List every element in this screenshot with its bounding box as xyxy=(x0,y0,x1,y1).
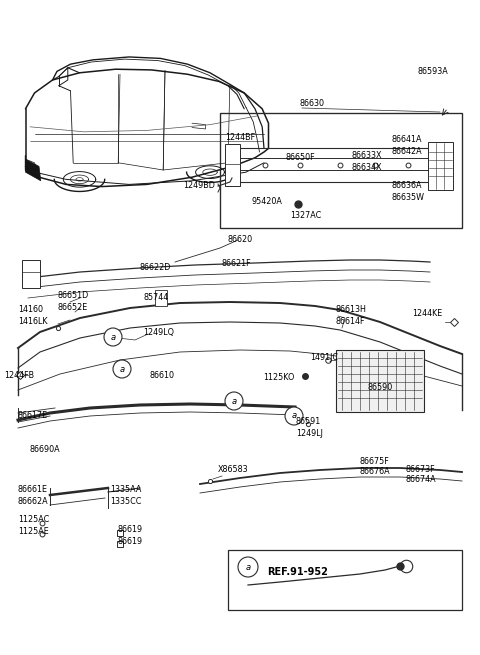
Text: 1327AC: 1327AC xyxy=(290,212,321,221)
Circle shape xyxy=(238,557,258,577)
Text: 86636A: 86636A xyxy=(392,181,422,191)
Text: 1416LK: 1416LK xyxy=(18,316,48,326)
Text: 86674A: 86674A xyxy=(406,476,437,485)
Text: 86591: 86591 xyxy=(296,417,321,426)
Bar xyxy=(22,260,40,288)
Text: 86622D: 86622D xyxy=(140,263,171,272)
Text: 1244FB: 1244FB xyxy=(4,371,34,379)
Text: 85744: 85744 xyxy=(143,293,168,303)
Text: 1335CC: 1335CC xyxy=(110,496,142,506)
Bar xyxy=(220,113,462,228)
Text: 86593A: 86593A xyxy=(418,67,449,77)
Text: a: a xyxy=(245,563,251,572)
Circle shape xyxy=(225,392,243,410)
Text: 86661E: 86661E xyxy=(18,485,48,495)
Text: a: a xyxy=(291,411,297,421)
Text: 86690A: 86690A xyxy=(30,445,60,453)
Text: 1249BD: 1249BD xyxy=(183,181,215,191)
Text: 86614F: 86614F xyxy=(335,316,364,326)
Text: 1491JC: 1491JC xyxy=(310,354,338,362)
Text: 86652E: 86652E xyxy=(58,303,88,312)
Text: a: a xyxy=(120,364,125,373)
Circle shape xyxy=(113,360,131,378)
Bar xyxy=(155,290,167,306)
Text: 86613H: 86613H xyxy=(335,305,366,314)
Text: 86675F: 86675F xyxy=(360,457,390,466)
Text: 86619: 86619 xyxy=(118,525,143,534)
Text: 1125KO: 1125KO xyxy=(263,373,294,381)
Text: 86634X: 86634X xyxy=(352,162,383,172)
Text: 95420A: 95420A xyxy=(252,196,283,206)
Text: 86635W: 86635W xyxy=(392,193,425,202)
Bar xyxy=(428,142,453,190)
Text: 86673F: 86673F xyxy=(406,464,436,474)
Text: 86651D: 86651D xyxy=(58,291,89,301)
Polygon shape xyxy=(25,159,41,181)
Circle shape xyxy=(285,407,303,425)
Text: 1244BF: 1244BF xyxy=(225,134,255,143)
Bar xyxy=(220,113,462,228)
Text: 86619: 86619 xyxy=(118,536,143,546)
Text: a: a xyxy=(231,396,237,405)
Text: 1249LJ: 1249LJ xyxy=(296,428,323,438)
Text: a: a xyxy=(110,333,116,341)
Text: 1244KE: 1244KE xyxy=(412,310,442,318)
Text: 86650F: 86650F xyxy=(285,153,314,162)
Bar xyxy=(225,144,240,186)
Text: 1125AE: 1125AE xyxy=(18,527,49,536)
Text: 86662A: 86662A xyxy=(18,496,48,506)
Text: 86620: 86620 xyxy=(228,236,253,244)
Bar xyxy=(228,550,462,610)
Text: 86610: 86610 xyxy=(150,371,175,379)
Text: 86642A: 86642A xyxy=(392,147,422,155)
Text: 86633X: 86633X xyxy=(352,151,383,160)
Text: 86641A: 86641A xyxy=(392,136,422,145)
Text: 1335AA: 1335AA xyxy=(110,485,142,495)
Text: X86583: X86583 xyxy=(218,464,249,474)
Text: REF.91-952: REF.91-952 xyxy=(267,567,328,577)
Text: 86630: 86630 xyxy=(300,100,325,109)
Text: 86621F: 86621F xyxy=(222,259,252,269)
Text: 86617E: 86617E xyxy=(18,411,48,419)
Circle shape xyxy=(104,328,122,346)
Text: 86676A: 86676A xyxy=(360,468,391,476)
Text: 1249LQ: 1249LQ xyxy=(143,328,174,337)
Text: 86590: 86590 xyxy=(368,383,393,392)
Text: 1125AC: 1125AC xyxy=(18,515,49,525)
Text: 14160: 14160 xyxy=(18,305,43,314)
Bar xyxy=(336,350,424,412)
